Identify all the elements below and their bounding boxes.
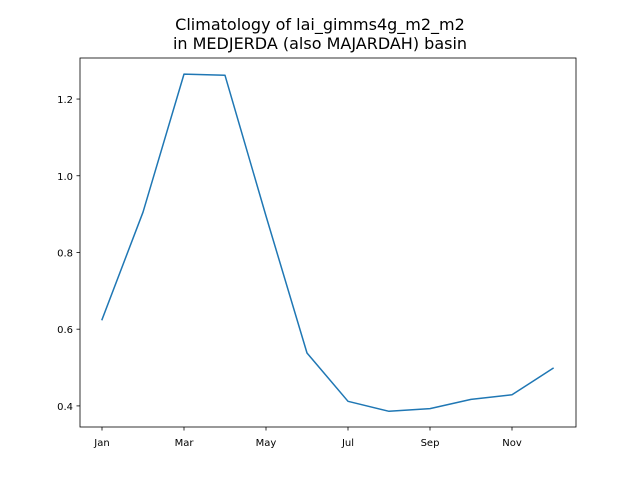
y-tick-label: 1.0 bbox=[57, 172, 73, 183]
chart-title-line-1: Climatology of lai_gimms4g_m2_m2 bbox=[0, 15, 640, 34]
y-tick-label: 0.6 bbox=[57, 325, 73, 336]
plot-frame bbox=[80, 58, 576, 427]
x-tick-label: Mar bbox=[175, 438, 195, 449]
x-tick-label: May bbox=[256, 438, 277, 449]
chart-title-line-2: in MEDJERDA (also MAJARDAH) basin bbox=[0, 34, 640, 53]
y-tick-label: 0.4 bbox=[57, 402, 73, 413]
y-tick-label: 0.8 bbox=[57, 248, 73, 259]
x-tick-label: Jan bbox=[93, 438, 109, 449]
x-tick-label: Sep bbox=[421, 438, 440, 449]
x-tick-label: Nov bbox=[502, 438, 522, 449]
x-tick-label: Jul bbox=[341, 438, 354, 449]
y-tick-label: 1.2 bbox=[57, 95, 73, 106]
series-line bbox=[102, 74, 553, 411]
